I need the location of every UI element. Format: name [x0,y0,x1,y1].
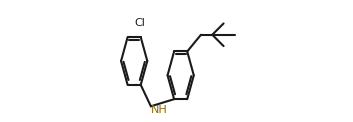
Text: Cl: Cl [135,18,145,28]
Text: NH: NH [151,105,168,115]
